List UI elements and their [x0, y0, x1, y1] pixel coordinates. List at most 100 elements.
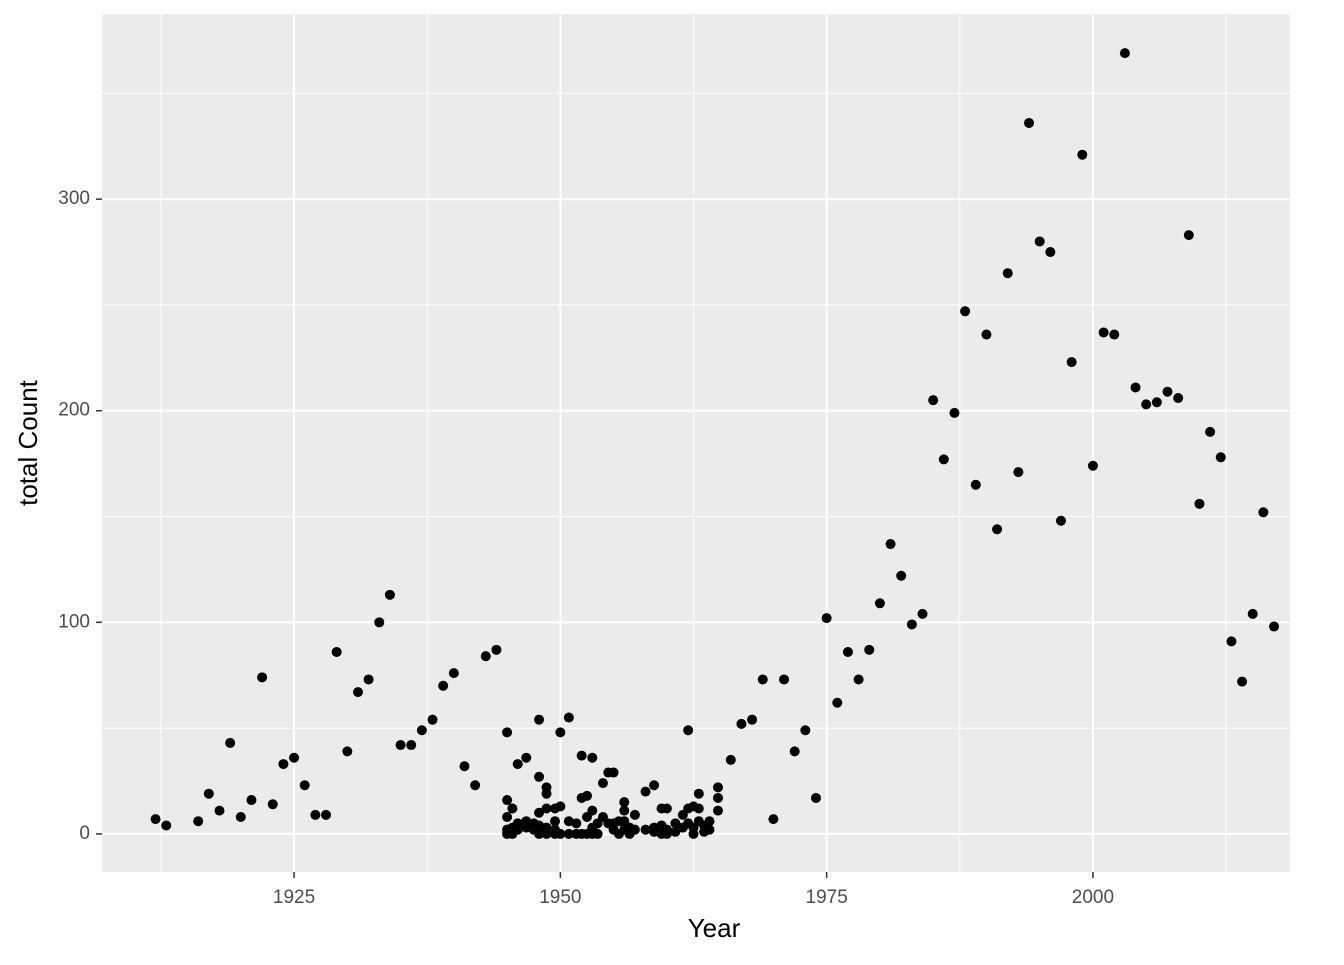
point: [587, 752, 598, 763]
point: [592, 828, 603, 839]
point: [1055, 515, 1066, 526]
point: [1151, 397, 1162, 408]
point: [352, 687, 363, 698]
point: [225, 737, 236, 748]
point: [704, 816, 715, 827]
point: [563, 712, 574, 723]
point: [1247, 608, 1258, 619]
point: [563, 828, 574, 839]
x-tick-label: 1975: [806, 887, 848, 908]
point: [502, 727, 513, 738]
point: [395, 740, 406, 751]
point: [203, 788, 214, 799]
point: [235, 811, 246, 822]
point: [928, 395, 939, 406]
point: [571, 818, 582, 829]
point: [1258, 507, 1269, 518]
point: [960, 306, 971, 317]
point: [214, 805, 225, 816]
point: [406, 740, 417, 751]
point: [581, 790, 592, 801]
point: [576, 750, 587, 761]
point: [1119, 48, 1130, 59]
point: [747, 714, 758, 725]
point: [1183, 230, 1194, 241]
point: [521, 752, 532, 763]
point: [507, 803, 518, 814]
point: [768, 814, 779, 825]
point: [842, 646, 853, 657]
point: [757, 674, 768, 685]
point: [459, 761, 470, 772]
point: [810, 792, 821, 803]
point: [640, 824, 651, 835]
point: [1215, 452, 1226, 463]
point: [384, 589, 395, 600]
point: [470, 780, 481, 791]
point: [310, 809, 321, 820]
point: [534, 771, 545, 782]
point: [736, 718, 747, 729]
point: [541, 788, 552, 799]
point: [1066, 357, 1077, 368]
point: [885, 539, 896, 550]
point: [1141, 399, 1152, 410]
point: [374, 617, 385, 628]
x-axis-label: Year: [688, 913, 741, 943]
panel-background: [102, 14, 1290, 872]
point: [427, 714, 438, 725]
point: [438, 680, 449, 691]
point: [629, 824, 640, 835]
point: [779, 674, 790, 685]
point: [502, 811, 513, 822]
point: [661, 803, 672, 814]
y-tick-label: 200: [58, 400, 90, 421]
point: [541, 828, 552, 839]
point: [1034, 236, 1045, 247]
y-tick-label: 300: [58, 188, 90, 209]
point: [1130, 382, 1141, 393]
point: [1087, 460, 1098, 471]
point: [981, 329, 992, 340]
point: [246, 795, 257, 806]
point: [267, 799, 278, 810]
point: [1194, 498, 1205, 509]
point: [649, 780, 660, 791]
point: [789, 746, 800, 757]
point: [289, 752, 300, 763]
point: [534, 807, 545, 818]
point: [938, 454, 949, 465]
point: [608, 767, 619, 778]
point: [629, 809, 640, 820]
point: [670, 826, 681, 837]
point: [1269, 621, 1280, 632]
point: [1024, 117, 1035, 128]
point: [1045, 247, 1056, 258]
point: [683, 725, 694, 736]
point: [1098, 327, 1109, 338]
point: [278, 759, 289, 770]
point: [992, 524, 1003, 535]
y-axis-label: total Count: [13, 379, 43, 506]
point: [161, 820, 172, 831]
point: [512, 824, 523, 835]
point: [1013, 467, 1024, 478]
point: [688, 828, 699, 839]
point: [150, 814, 161, 825]
point: [1226, 636, 1237, 647]
point: [555, 801, 566, 812]
point: [970, 479, 981, 490]
point: [1205, 426, 1216, 437]
point: [491, 644, 502, 655]
point: [1237, 676, 1248, 687]
point: [906, 619, 917, 630]
point: [193, 816, 204, 827]
point: [1173, 393, 1184, 404]
point: [712, 782, 723, 793]
point: [1077, 149, 1088, 160]
point: [712, 792, 723, 803]
point: [949, 407, 960, 418]
point: [704, 824, 715, 835]
point: [550, 816, 561, 827]
